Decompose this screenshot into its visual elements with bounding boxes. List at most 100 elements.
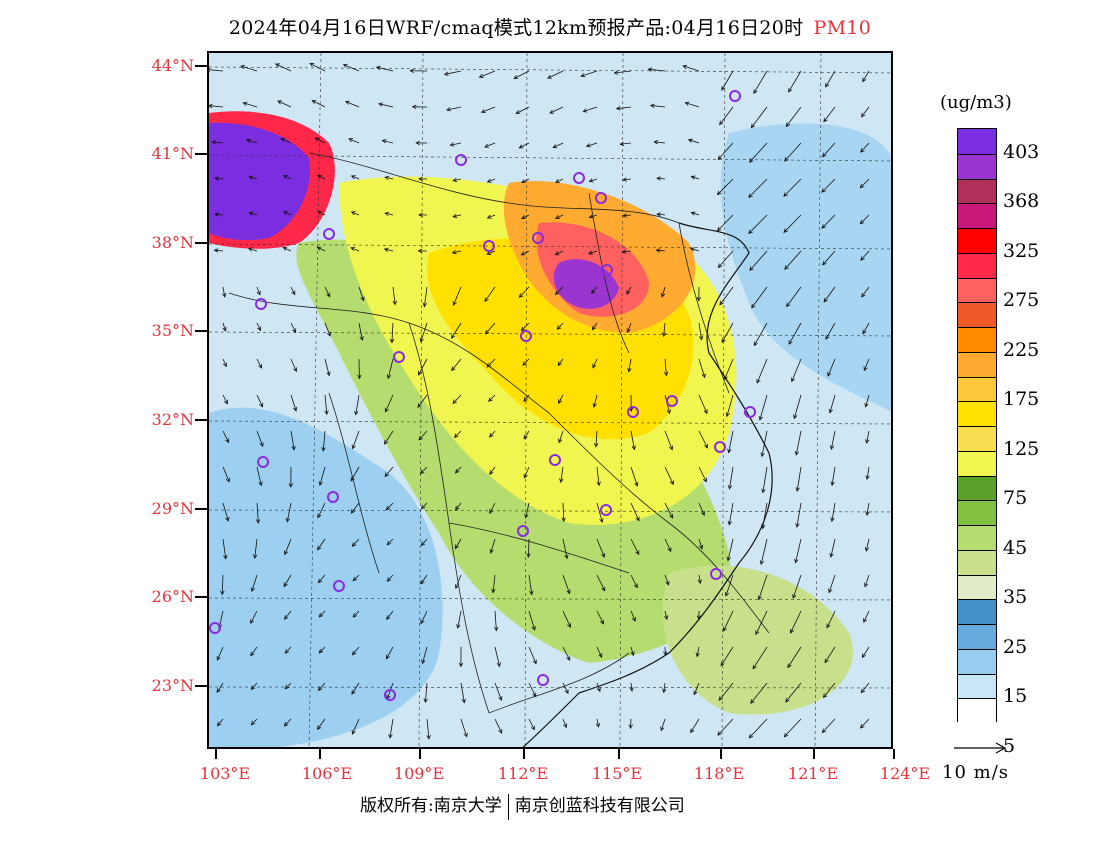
wind-vector-head — [248, 175, 254, 180]
wind-vector-head — [622, 177, 627, 182]
wind-vector — [453, 214, 462, 218]
wind-vector-head — [532, 692, 537, 698]
wind-vector — [385, 394, 394, 412]
wind-vector-head — [351, 729, 356, 735]
colorbar-label: 25 — [1003, 635, 1028, 658]
wind-vector — [284, 538, 292, 555]
colorbar-label: 175 — [1003, 388, 1040, 411]
wind-vector-head — [529, 590, 534, 596]
wind-vector-head — [830, 481, 835, 487]
wind-vector-head — [350, 211, 356, 216]
wind-vector — [426, 718, 430, 739]
wind-vector-head — [687, 138, 693, 143]
footer-separator — [507, 793, 509, 820]
wind-vector-head — [421, 659, 426, 665]
wind-vector-head — [452, 213, 458, 219]
wind-vector — [494, 682, 502, 701]
wind-vector — [249, 176, 258, 180]
wind-vector — [860, 214, 870, 225]
wind-vector — [762, 502, 768, 529]
wind-vector — [352, 574, 360, 582]
wind-vector-head — [451, 366, 456, 372]
wind-vector — [284, 682, 292, 690]
wind-vector — [698, 394, 708, 414]
wind-vector-head — [557, 361, 562, 367]
wind-vector-head — [523, 434, 528, 440]
wind-vector — [450, 142, 462, 146]
colorbar-segment — [958, 302, 996, 327]
wind-vector — [322, 430, 326, 451]
wind-vector — [785, 682, 802, 703]
colorbar-segment — [958, 698, 996, 723]
wind-vector — [664, 466, 674, 485]
wind-vector — [243, 102, 258, 108]
wind-vector-head — [456, 624, 461, 629]
wind-vector-head — [547, 74, 552, 79]
wind-vector — [251, 574, 258, 592]
city-marker — [627, 406, 639, 418]
wind-vector — [555, 286, 564, 295]
wind-vector-head — [317, 578, 323, 584]
colorbar-label: 5 — [1003, 734, 1016, 757]
wind-vector-head — [521, 179, 526, 184]
wind-vector-head — [660, 292, 666, 298]
wind-vector-head — [317, 174, 322, 179]
wind-vector — [596, 466, 600, 486]
wind-vector-head — [524, 513, 529, 519]
wind-vector — [788, 70, 802, 93]
wind-vector — [420, 610, 428, 624]
wind-vector — [494, 610, 497, 631]
wind-vector — [753, 70, 768, 94]
wind-vector — [664, 430, 673, 450]
wind-vector-head — [860, 256, 865, 261]
wind-vector — [830, 538, 836, 558]
wind-vector — [454, 538, 462, 549]
wind-vector — [256, 502, 259, 523]
wind-vector — [492, 574, 496, 593]
wind-vector-head — [498, 696, 503, 702]
wind-vector — [626, 286, 632, 295]
wind-vector — [254, 538, 258, 559]
wind-vector — [284, 610, 292, 620]
wind-vector — [484, 142, 496, 148]
wind-vector-head — [596, 481, 601, 487]
wind-vector — [351, 718, 360, 735]
wind-vector — [748, 178, 768, 198]
wind-vector-head — [292, 328, 297, 334]
wind-vector — [717, 178, 734, 195]
wind-vector — [558, 430, 564, 443]
wind-vector-head — [258, 481, 263, 487]
wind-vector — [391, 322, 394, 343]
wind-vector-head — [717, 731, 722, 736]
wind-vector — [860, 718, 870, 729]
wind-vector — [724, 358, 734, 380]
wind-vector-head — [865, 475, 870, 481]
wind-vector — [562, 574, 570, 594]
wind-vector-head — [446, 107, 451, 112]
wind-vector-head — [383, 247, 389, 252]
wind-vector — [861, 106, 870, 118]
wind-vector-head — [518, 293, 524, 298]
wind-vector — [650, 105, 666, 108]
wind-vector-head — [633, 583, 638, 589]
colorbar-segment — [958, 178, 996, 204]
wind-vector-head — [277, 100, 282, 105]
wind-vector-head — [493, 626, 499, 632]
wind-vector — [791, 358, 802, 382]
wind-vector-head — [381, 139, 387, 144]
colorbar-segment — [958, 228, 996, 253]
wind-vector-head — [757, 595, 762, 601]
wind-vector-head — [862, 77, 867, 83]
wind-vector-head — [786, 302, 791, 308]
wind-vector-head — [558, 438, 563, 444]
wind-vector — [821, 214, 836, 229]
wind-vector-head — [256, 290, 261, 296]
wind-vector — [761, 430, 768, 457]
wind-vector-head — [318, 648, 324, 654]
wind-vector-head — [316, 725, 322, 731]
wind-vector — [698, 466, 707, 482]
wind-vector — [222, 358, 227, 367]
wind-vector-head — [284, 550, 289, 556]
wind-vector — [479, 70, 496, 78]
lat-label-38: 38°N — [151, 233, 194, 252]
